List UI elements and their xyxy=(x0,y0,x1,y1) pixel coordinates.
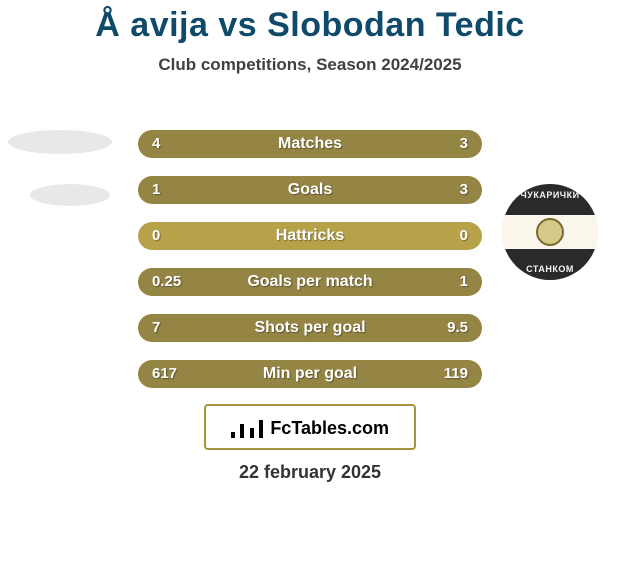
date-label: 22 february 2025 xyxy=(0,462,620,483)
value-right: 0 xyxy=(460,222,468,250)
metric-row: 617 Min per goal 119 xyxy=(138,360,482,388)
metric-label: Goals per match xyxy=(138,268,482,296)
metric-label: Goals xyxy=(138,176,482,204)
value-right: 3 xyxy=(460,130,468,158)
metric-row: 4 Matches 3 xyxy=(138,130,482,158)
left-ellipse-1 xyxy=(8,130,112,154)
club-badge: ЧУКАРИЧКИ СТАНКОМ xyxy=(502,184,598,280)
value-right: 1 xyxy=(460,268,468,296)
metric-row: 0 Hattricks 0 xyxy=(138,222,482,250)
metric-row: 7 Shots per goal 9.5 xyxy=(138,314,482,342)
fctables-text: FcTables.com xyxy=(270,418,389,439)
badge-ball-icon xyxy=(536,218,564,246)
metric-label: Matches xyxy=(138,130,482,158)
subtitle: Club competitions, Season 2024/2025 xyxy=(0,55,620,75)
metric-row: 0.25 Goals per match 1 xyxy=(138,268,482,296)
badge-bot-text: СТАНКОМ xyxy=(502,264,598,274)
metric-label: Hattricks xyxy=(138,222,482,250)
value-right: 9.5 xyxy=(447,314,468,342)
value-right: 3 xyxy=(460,176,468,204)
metric-label: Shots per goal xyxy=(138,314,482,342)
fctables-attribution: FcTables.com xyxy=(204,404,416,450)
value-right: 119 xyxy=(444,360,468,388)
badge-top-text: ЧУКАРИЧКИ xyxy=(502,190,598,200)
left-ellipse-2 xyxy=(30,184,110,206)
metric-label: Min per goal xyxy=(138,360,482,388)
comparison-chart: 4 Matches 3 1 Goals 3 0 Hattricks 0 0.25… xyxy=(138,130,482,406)
metric-row: 1 Goals 3 xyxy=(138,176,482,204)
page-title: Å avija vs Slobodan Tedic xyxy=(0,6,620,45)
bar-chart-icon xyxy=(231,420,264,438)
